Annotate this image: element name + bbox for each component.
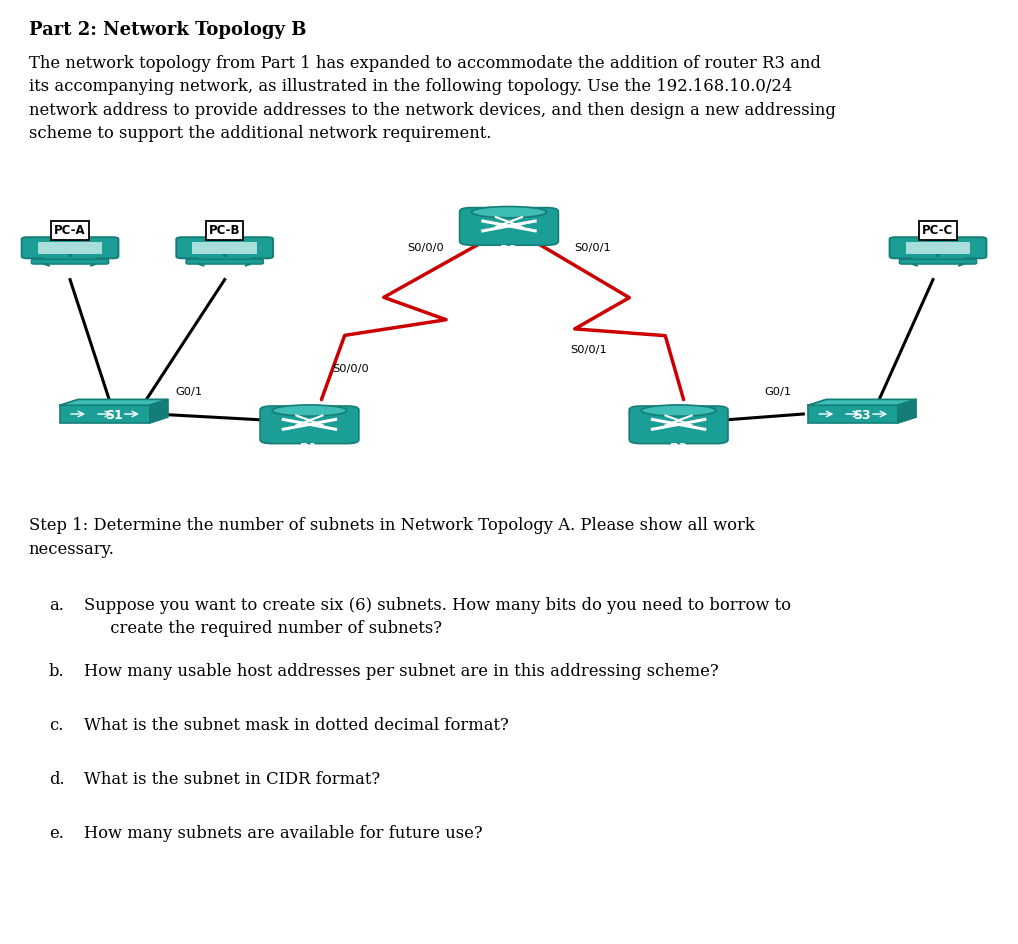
FancyBboxPatch shape (890, 237, 986, 259)
FancyBboxPatch shape (899, 260, 976, 264)
FancyBboxPatch shape (906, 242, 970, 255)
Text: S1: S1 (105, 410, 123, 422)
Text: S3: S3 (853, 410, 871, 422)
Text: S0/0/0: S0/0/0 (407, 243, 444, 253)
Text: PC-B: PC-B (209, 224, 240, 237)
Text: R2: R2 (500, 244, 518, 257)
Text: How many subnets are available for future use?: How many subnets are available for futur… (84, 825, 484, 842)
FancyBboxPatch shape (32, 260, 109, 264)
Text: G0/1: G0/1 (765, 387, 792, 396)
Text: b.: b. (49, 663, 64, 680)
FancyBboxPatch shape (176, 237, 273, 259)
FancyBboxPatch shape (808, 405, 898, 423)
Text: What is the subnet mask in dotted decimal format?: What is the subnet mask in dotted decima… (84, 717, 509, 734)
Polygon shape (808, 399, 916, 405)
Text: R3: R3 (670, 442, 688, 455)
Text: PC-C: PC-C (922, 224, 954, 237)
Text: a.: a. (49, 597, 64, 614)
FancyBboxPatch shape (38, 242, 102, 255)
Text: What is the subnet in CIDR format?: What is the subnet in CIDR format? (84, 771, 381, 788)
Text: e.: e. (49, 825, 64, 842)
FancyBboxPatch shape (60, 405, 150, 423)
Text: Step 1: Determine the number of subnets in Network Topology A. Please show all w: Step 1: Determine the number of subnets … (29, 517, 754, 558)
FancyBboxPatch shape (459, 208, 559, 245)
Text: The network topology from Part 1 has expanded to accommodate the addition of rou: The network topology from Part 1 has exp… (29, 55, 836, 143)
Text: PC-A: PC-A (54, 224, 86, 237)
Text: R1: R1 (300, 442, 319, 455)
Text: c.: c. (49, 717, 63, 734)
FancyBboxPatch shape (186, 260, 264, 264)
Ellipse shape (471, 207, 547, 218)
Polygon shape (150, 399, 168, 423)
Text: S0/0/1: S0/0/1 (574, 243, 611, 253)
FancyBboxPatch shape (629, 406, 728, 444)
Polygon shape (60, 399, 168, 405)
Text: S0/0/1: S0/0/1 (570, 345, 607, 355)
Text: Part 2: Network Topology B: Part 2: Network Topology B (29, 21, 306, 39)
Ellipse shape (641, 405, 716, 416)
Text: S0/0/0: S0/0/0 (333, 364, 370, 374)
Text: How many usable host addresses per subnet are in this addressing scheme?: How many usable host addresses per subne… (84, 663, 719, 680)
Ellipse shape (272, 405, 347, 416)
FancyBboxPatch shape (21, 237, 118, 259)
Text: Suppose you want to create six (6) subnets. How many bits do you need to borrow : Suppose you want to create six (6) subne… (84, 597, 791, 637)
Text: G0/1: G0/1 (175, 387, 203, 396)
FancyBboxPatch shape (192, 242, 257, 255)
FancyBboxPatch shape (260, 406, 359, 444)
Text: d.: d. (49, 771, 64, 788)
Polygon shape (898, 399, 916, 423)
